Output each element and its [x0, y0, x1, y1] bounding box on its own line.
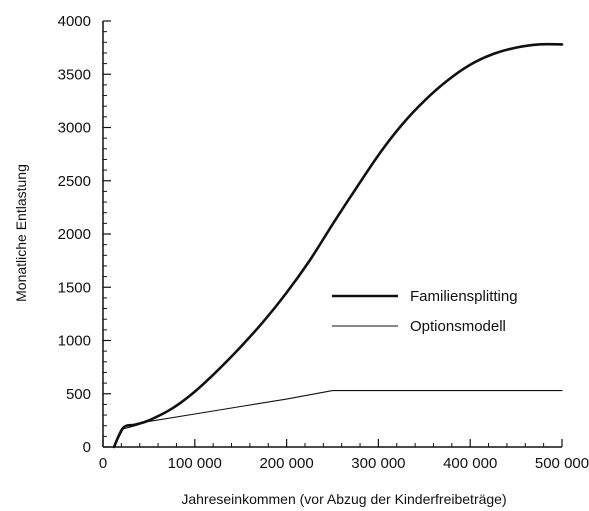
- y-tick-label: 2500: [58, 173, 91, 190]
- x-axis-title: Jahreseinkommen (vor Abzug der Kinderfre…: [181, 491, 506, 507]
- x-tick-label: 500 000: [535, 455, 589, 472]
- series-line-optionsmodell: [113, 390, 563, 448]
- y-tick-label: 0: [83, 439, 91, 456]
- series-line-familiensplitting: [112, 42, 564, 449]
- y-tick-label: 500: [66, 386, 91, 403]
- x-tick-label: 0: [99, 455, 107, 472]
- y-tick-label: 1000: [58, 333, 91, 350]
- axes: [102, 21, 562, 448]
- y-tick-label: 1500: [58, 279, 91, 296]
- axis-tick-labels: 0 500 1000 1500 2000 2500 3000 3500 4000 0 100 000…: [58, 13, 589, 472]
- y-axis-title: Monatliche Entlastung: [13, 164, 29, 302]
- y-tick-label: 3000: [58, 120, 91, 137]
- series-lines: [112, 42, 564, 449]
- y-tick-label: 2000: [58, 226, 91, 243]
- y-tick-label: 3500: [58, 66, 91, 83]
- x-tick-label: 300 000: [351, 455, 405, 472]
- x-tick-label: 100 000: [168, 455, 222, 472]
- x-tick-label: 400 000: [443, 455, 497, 472]
- y-tick-label: 4000: [58, 13, 91, 30]
- x-tick-label: 200 000: [259, 455, 313, 472]
- legend-label-optionsmodell: Optionsmodell: [410, 318, 506, 335]
- legend-label-familiensplitting: Familiensplitting: [410, 288, 518, 305]
- legend: Familiensplitting Optionsmodell: [332, 288, 518, 335]
- axis-ticks: [102, 20, 563, 448]
